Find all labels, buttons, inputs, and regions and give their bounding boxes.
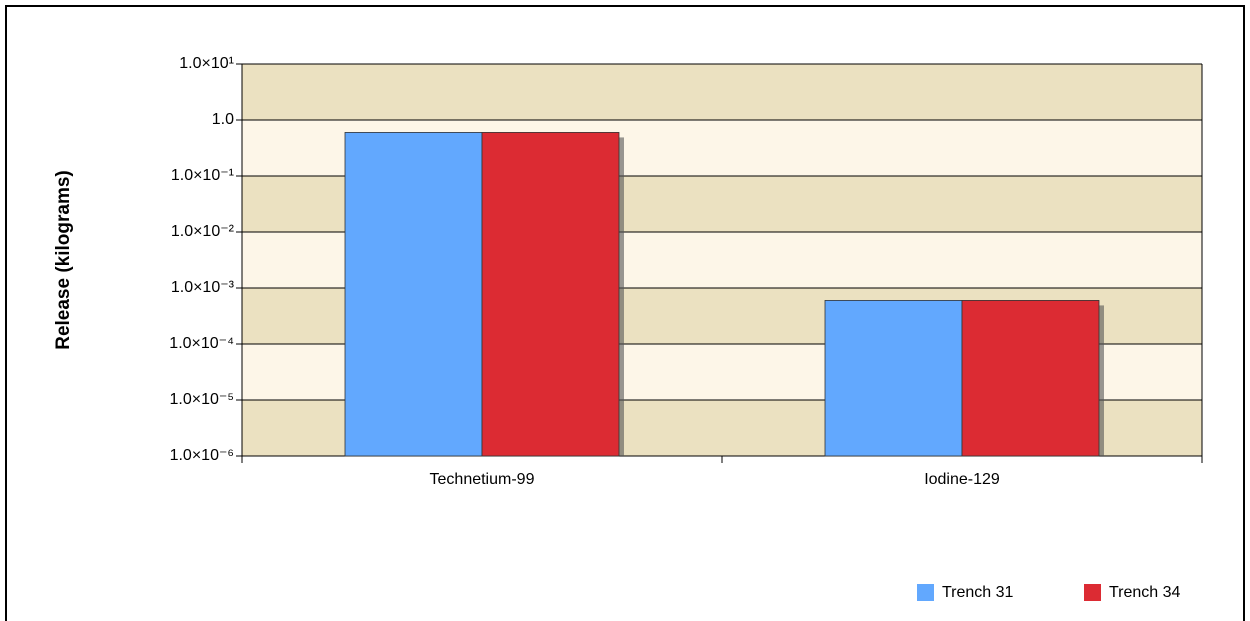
plot-band — [242, 64, 1202, 120]
y-tick-label: 1.0×10⁻¹ — [171, 167, 234, 184]
legend-label: Trench 34 — [1109, 584, 1181, 601]
y-tick-label: 1.0×10⁻² — [171, 223, 235, 240]
legend-swatch — [917, 584, 934, 601]
y-tick-label: 1.0×10⁻⁴ — [169, 335, 234, 352]
bar — [824, 300, 963, 457]
bar — [961, 300, 1100, 457]
legend-label: Trench 31 — [942, 584, 1014, 601]
x-tick-label: Iodine-129 — [924, 471, 1000, 488]
y-tick-label: 1.0×10⁻⁵ — [170, 391, 234, 408]
x-tick-label: Technetium-99 — [430, 471, 535, 488]
bar — [481, 132, 620, 457]
y-axis-label: Release (kilograms) — [53, 170, 74, 350]
y-tick-label: 1.0×10¹ — [179, 55, 234, 72]
bar — [344, 132, 483, 457]
y-tick-label: 1.0×10⁻³ — [171, 279, 235, 296]
legend-swatch — [1084, 584, 1101, 601]
y-tick-label: 1.0×10⁻⁶ — [170, 447, 234, 464]
y-tick-label: 1.0 — [212, 111, 234, 128]
frame — [5, 5, 1245, 621]
